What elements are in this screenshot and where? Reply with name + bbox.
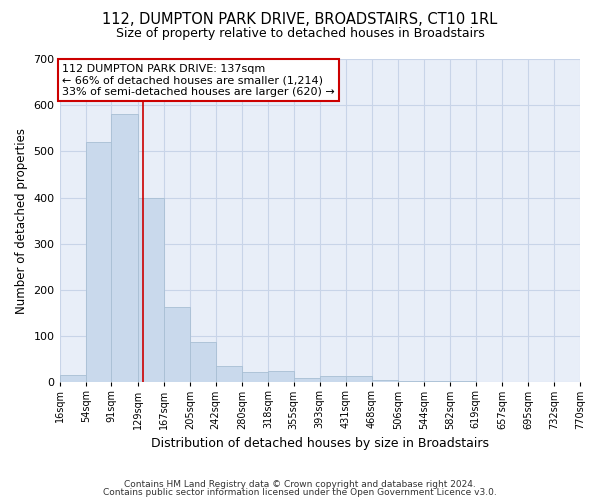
Bar [242,372,268,382]
Bar [164,307,190,382]
Bar [346,376,371,382]
Bar [112,114,137,382]
Bar [268,372,293,382]
Bar [398,381,424,382]
Text: 112 DUMPTON PARK DRIVE: 137sqm
← 66% of detached houses are smaller (1,214)
33% : 112 DUMPTON PARK DRIVE: 137sqm ← 66% of … [62,64,335,97]
Bar [59,376,86,382]
Text: 112, DUMPTON PARK DRIVE, BROADSTAIRS, CT10 1RL: 112, DUMPTON PARK DRIVE, BROADSTAIRS, CT… [103,12,497,28]
Bar [137,198,164,382]
Bar [86,142,112,382]
Y-axis label: Number of detached properties: Number of detached properties [15,128,28,314]
X-axis label: Distribution of detached houses by size in Broadstairs: Distribution of detached houses by size … [151,437,489,450]
Bar [215,366,242,382]
Text: Contains HM Land Registry data © Crown copyright and database right 2024.: Contains HM Land Registry data © Crown c… [124,480,476,489]
Bar [371,380,398,382]
Bar [424,381,450,382]
Bar [190,342,215,382]
Text: Size of property relative to detached houses in Broadstairs: Size of property relative to detached ho… [116,28,484,40]
Text: Contains public sector information licensed under the Open Government Licence v3: Contains public sector information licen… [103,488,497,497]
Bar [320,376,346,382]
Bar [293,378,320,382]
